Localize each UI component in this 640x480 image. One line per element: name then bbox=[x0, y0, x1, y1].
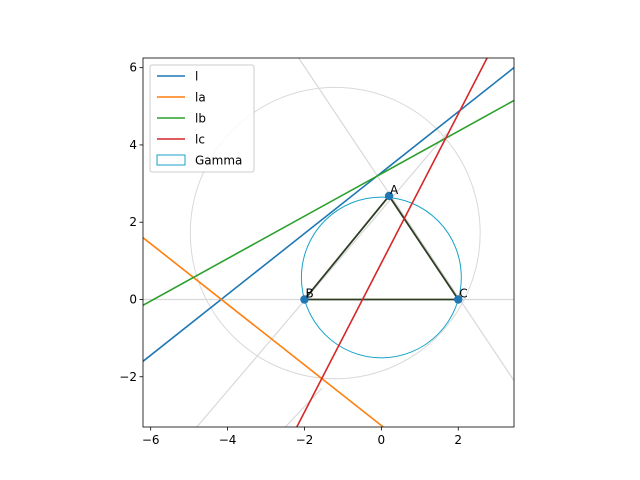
legend-box bbox=[149, 64, 255, 173]
legend-label-lc: lc bbox=[195, 133, 205, 147]
series-line-lb bbox=[143, 99, 514, 306]
series-line-l bbox=[143, 67, 514, 362]
point-c bbox=[454, 295, 463, 304]
axis-ticks: −6 −4 −2 0 2 −2 0 2 4 6 bbox=[119, 61, 462, 447]
series-line-la bbox=[143, 237, 384, 427]
point-label-a: A bbox=[390, 183, 399, 197]
plot-content bbox=[143, 58, 514, 427]
legend-label-la: la bbox=[195, 91, 206, 105]
legend-swatch-gamma bbox=[156, 154, 186, 166]
guide-line bbox=[196, 132, 448, 427]
triangle-abc bbox=[302, 194, 460, 301]
guide-line bbox=[298, 58, 514, 381]
x-tick-label: −6 bbox=[142, 433, 160, 447]
series-line-lc bbox=[296, 58, 488, 427]
guide-line bbox=[284, 387, 323, 427]
y-tick-label: −2 bbox=[119, 370, 137, 384]
point-labels: A B C bbox=[305, 183, 467, 301]
y-tick-label: 2 bbox=[129, 215, 137, 229]
circumcircle bbox=[189, 86, 481, 380]
legend: l la lb lc Gamma bbox=[149, 64, 255, 173]
y-tick-label: 4 bbox=[129, 138, 137, 152]
axes-frame bbox=[142, 57, 515, 428]
gamma-circle bbox=[300, 196, 462, 359]
legend-label-lb: lb bbox=[195, 112, 206, 126]
point-a bbox=[384, 191, 394, 201]
x-tick-label: 0 bbox=[378, 433, 386, 447]
y-tick-label: 6 bbox=[129, 61, 137, 75]
point-label-c: C bbox=[459, 286, 467, 300]
legend-label-l: l bbox=[195, 70, 198, 84]
y-tick-label: 0 bbox=[129, 292, 137, 306]
x-tick-label: −2 bbox=[296, 433, 314, 447]
x-tick-label: −4 bbox=[219, 433, 237, 447]
point-b bbox=[300, 295, 309, 304]
point-label-b: B bbox=[305, 286, 313, 300]
x-tick-label: 2 bbox=[454, 433, 462, 447]
legend-label-gamma: Gamma bbox=[195, 154, 242, 168]
